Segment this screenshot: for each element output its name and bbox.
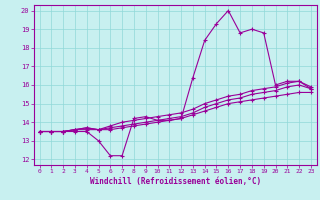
X-axis label: Windchill (Refroidissement éolien,°C): Windchill (Refroidissement éolien,°C): [90, 177, 261, 186]
